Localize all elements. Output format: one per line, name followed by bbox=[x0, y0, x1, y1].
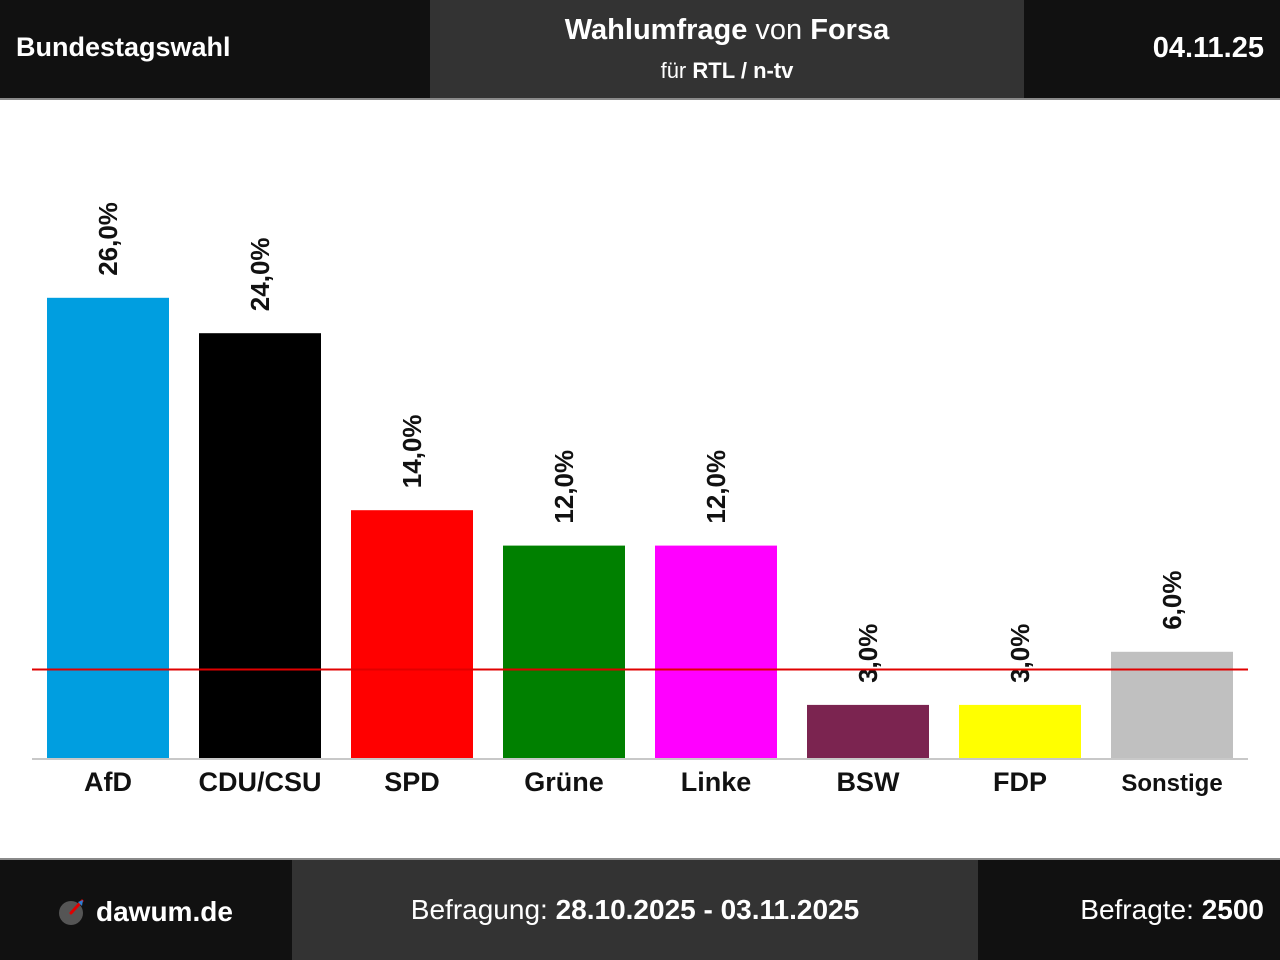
survey-period: Befragung: 28.10.2025 - 03.11.2025 bbox=[292, 894, 978, 926]
poll-title: Wahlumfrage von Forsa bbox=[430, 14, 1024, 47]
value-label-linke: 12,0% bbox=[701, 450, 731, 524]
category-label-sonstige: Sonstige bbox=[1121, 770, 1222, 797]
poll-title-word: Wahlumfrage bbox=[564, 14, 748, 46]
poll-date: 04.11.25 bbox=[1152, 32, 1264, 64]
bar-chart: 26,0% AfD 24,0% CDU/CSU 14,0% SPD 12,0% Grüne 12… bbox=[32, 202, 1248, 797]
bar-sonstige bbox=[1111, 651, 1233, 758]
header-divider bbox=[0, 98, 1280, 100]
bar-linke bbox=[655, 545, 777, 758]
value-label-gr-ne: 12,0% bbox=[549, 450, 579, 524]
respondents: Befragte: 2500 bbox=[1080, 894, 1264, 926]
category-label-spd: SPD bbox=[384, 767, 440, 797]
pollster-name: Forsa bbox=[810, 14, 890, 46]
brand-link[interactable]: dawum.de bbox=[58, 896, 233, 928]
poll-client-name: RTL / n-tv bbox=[692, 58, 794, 83]
category-label-afd: AfD bbox=[84, 767, 132, 797]
footer-bar: dawum.de Befragung: 28.10.2025 - 03.11.2… bbox=[0, 860, 1280, 960]
dawum-logo-icon bbox=[59, 899, 84, 925]
survey-period-box: Befragung: 28.10.2025 - 03.11.2025 bbox=[292, 860, 978, 960]
respondents-label: Befragte: bbox=[1080, 894, 1194, 925]
respondents-value: 2500 bbox=[1201, 894, 1264, 925]
poll-title-von: von bbox=[755, 14, 803, 46]
category-label-fdp: FDP bbox=[993, 767, 1047, 797]
value-label-cdu-csu: 24,0% bbox=[245, 237, 275, 311]
survey-period-value: 28.10.2025 - 03.11.2025 bbox=[555, 894, 860, 925]
value-label-bsw: 3,0% bbox=[853, 624, 883, 683]
poll-client-prefix: für bbox=[660, 58, 687, 83]
poll-info: Wahlumfrage von Forsa für RTL / n-tv bbox=[430, 0, 1024, 98]
bar-gr-ne bbox=[503, 545, 625, 758]
bar-fdp bbox=[959, 704, 1081, 758]
brand-text: dawum.de bbox=[96, 896, 233, 927]
value-label-spd: 14,0% bbox=[397, 414, 427, 488]
footer-divider bbox=[0, 858, 1280, 860]
value-label-fdp: 3,0% bbox=[1005, 624, 1035, 683]
survey-period-label: Befragung: bbox=[410, 894, 548, 925]
header-bar: Bundestagswahl Wahlumfrage von Forsa für… bbox=[0, 0, 1280, 98]
bar-afd bbox=[47, 297, 169, 758]
category-label-linke: Linke bbox=[681, 767, 752, 797]
bar-cdu-csu bbox=[199, 333, 321, 758]
bar-spd bbox=[351, 510, 473, 758]
value-label-sonstige: 6,0% bbox=[1157, 571, 1187, 630]
category-label-gr-ne: Grüne bbox=[524, 767, 604, 797]
bar-bsw bbox=[807, 704, 929, 758]
category-label-cdu-csu: CDU/CSU bbox=[198, 767, 321, 797]
value-label-afd: 26,0% bbox=[93, 202, 123, 276]
category-label-bsw: BSW bbox=[837, 767, 901, 797]
election-title: Bundestagswahl bbox=[16, 32, 231, 62]
poll-client: für RTL / n-tv bbox=[430, 58, 1024, 84]
